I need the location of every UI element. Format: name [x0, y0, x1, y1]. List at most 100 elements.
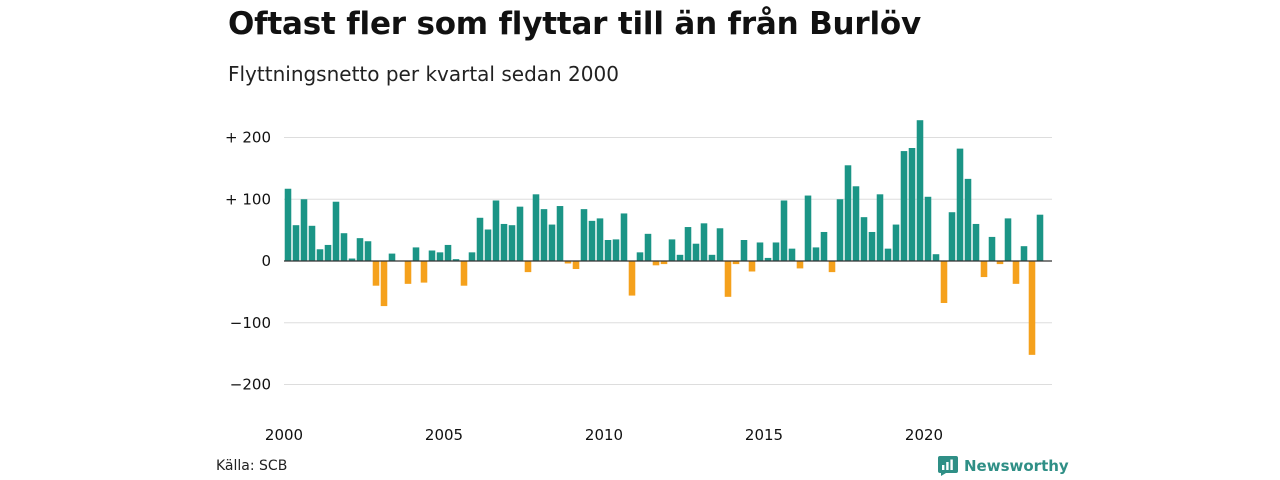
- bars: [284, 120, 1044, 355]
- bar: [972, 223, 980, 261]
- bar: [604, 240, 612, 261]
- bar: [1004, 218, 1012, 261]
- bar: [612, 239, 620, 261]
- bar: [812, 247, 820, 261]
- bar: [820, 231, 828, 261]
- bar: [436, 252, 444, 261]
- bar: [364, 241, 372, 261]
- chart-title: Oftast fler som flyttar till än från Bur…: [228, 6, 922, 42]
- bar: [980, 261, 988, 278]
- bar: [700, 223, 708, 261]
- bar: [356, 238, 364, 261]
- grid-lines: [284, 137, 1052, 385]
- bar: [452, 259, 460, 261]
- bar: [772, 242, 780, 261]
- y-tick-label: + 100: [225, 190, 271, 208]
- bar: [932, 254, 940, 261]
- bar: [852, 186, 860, 261]
- bar: [828, 261, 836, 273]
- bar: [956, 148, 964, 262]
- bar: [428, 250, 436, 261]
- y-axis-ticks: + 200 + 100 0 −100 −200: [225, 129, 271, 394]
- bar-chart: + 200 + 100 0 −100 −200 2000 2005 2010 2015 2020: [225, 120, 1052, 444]
- bar: [500, 223, 508, 261]
- y-tick-label: + 200: [225, 129, 271, 147]
- bar: [988, 236, 996, 261]
- bar: [340, 233, 348, 261]
- bar: [892, 224, 900, 261]
- bar: [564, 261, 572, 264]
- bar: [332, 201, 340, 261]
- bar: [284, 188, 292, 261]
- bar: [964, 178, 972, 261]
- bar: [444, 244, 452, 261]
- brand-logo[interactable]: Newsworthy: [938, 456, 1069, 476]
- bar: [684, 227, 692, 261]
- bar: [876, 194, 884, 261]
- bar: [764, 257, 772, 261]
- bar: [692, 243, 700, 261]
- bar: [644, 233, 652, 261]
- bar: [556, 206, 564, 261]
- y-tick-label: 0: [261, 252, 271, 270]
- bar: [908, 148, 916, 261]
- bar: [948, 212, 956, 261]
- bar: [868, 231, 876, 261]
- bar: [508, 225, 516, 262]
- bar: [1036, 214, 1044, 261]
- bar: [788, 248, 796, 261]
- bar: [756, 242, 764, 261]
- y-tick-label: −200: [230, 376, 271, 394]
- bar: [572, 261, 580, 270]
- x-axis-ticks: 2000 2005 2010 2015 2020: [265, 426, 943, 444]
- bar: [540, 209, 548, 261]
- bar: [468, 252, 476, 261]
- bar: [492, 200, 500, 261]
- x-tick-label: 2010: [585, 426, 623, 444]
- bar: [780, 200, 788, 261]
- y-tick-label: −100: [230, 314, 271, 332]
- bar: [804, 195, 812, 261]
- bar: [860, 217, 868, 261]
- bar: [348, 258, 356, 261]
- bar: [1012, 261, 1020, 284]
- bar: [924, 196, 932, 261]
- bar: [628, 261, 636, 296]
- x-tick-label: 2020: [905, 426, 943, 444]
- newsworthy-logo-icon: [938, 456, 958, 476]
- bar: [996, 261, 1004, 265]
- bar: [388, 253, 396, 261]
- bar: [292, 225, 300, 262]
- x-tick-label: 2005: [425, 426, 463, 444]
- bar: [476, 217, 484, 262]
- bar: [716, 228, 724, 261]
- bar: [732, 261, 740, 265]
- bar: [660, 261, 668, 265]
- bar: [900, 151, 908, 261]
- bar: [588, 220, 596, 261]
- brand-name: Newsworthy: [964, 457, 1069, 475]
- bar: [676, 254, 684, 261]
- bar: [380, 261, 388, 307]
- bar: [316, 249, 324, 261]
- bar: [460, 261, 468, 286]
- bar: [708, 254, 716, 261]
- bar: [636, 252, 644, 261]
- bar: [524, 261, 532, 273]
- bar: [652, 261, 660, 266]
- bar: [748, 261, 756, 272]
- x-tick-label: 2015: [745, 426, 783, 444]
- bar: [844, 165, 852, 261]
- bar: [836, 199, 844, 261]
- bar: [1020, 246, 1028, 261]
- bar: [300, 199, 308, 261]
- bar: [796, 261, 804, 269]
- bar: [620, 213, 628, 261]
- bar: [324, 244, 332, 261]
- bar: [372, 261, 380, 286]
- bar: [940, 261, 948, 303]
- bar: [404, 261, 412, 284]
- bar: [308, 225, 316, 261]
- bar: [596, 218, 604, 261]
- bar: [412, 247, 420, 261]
